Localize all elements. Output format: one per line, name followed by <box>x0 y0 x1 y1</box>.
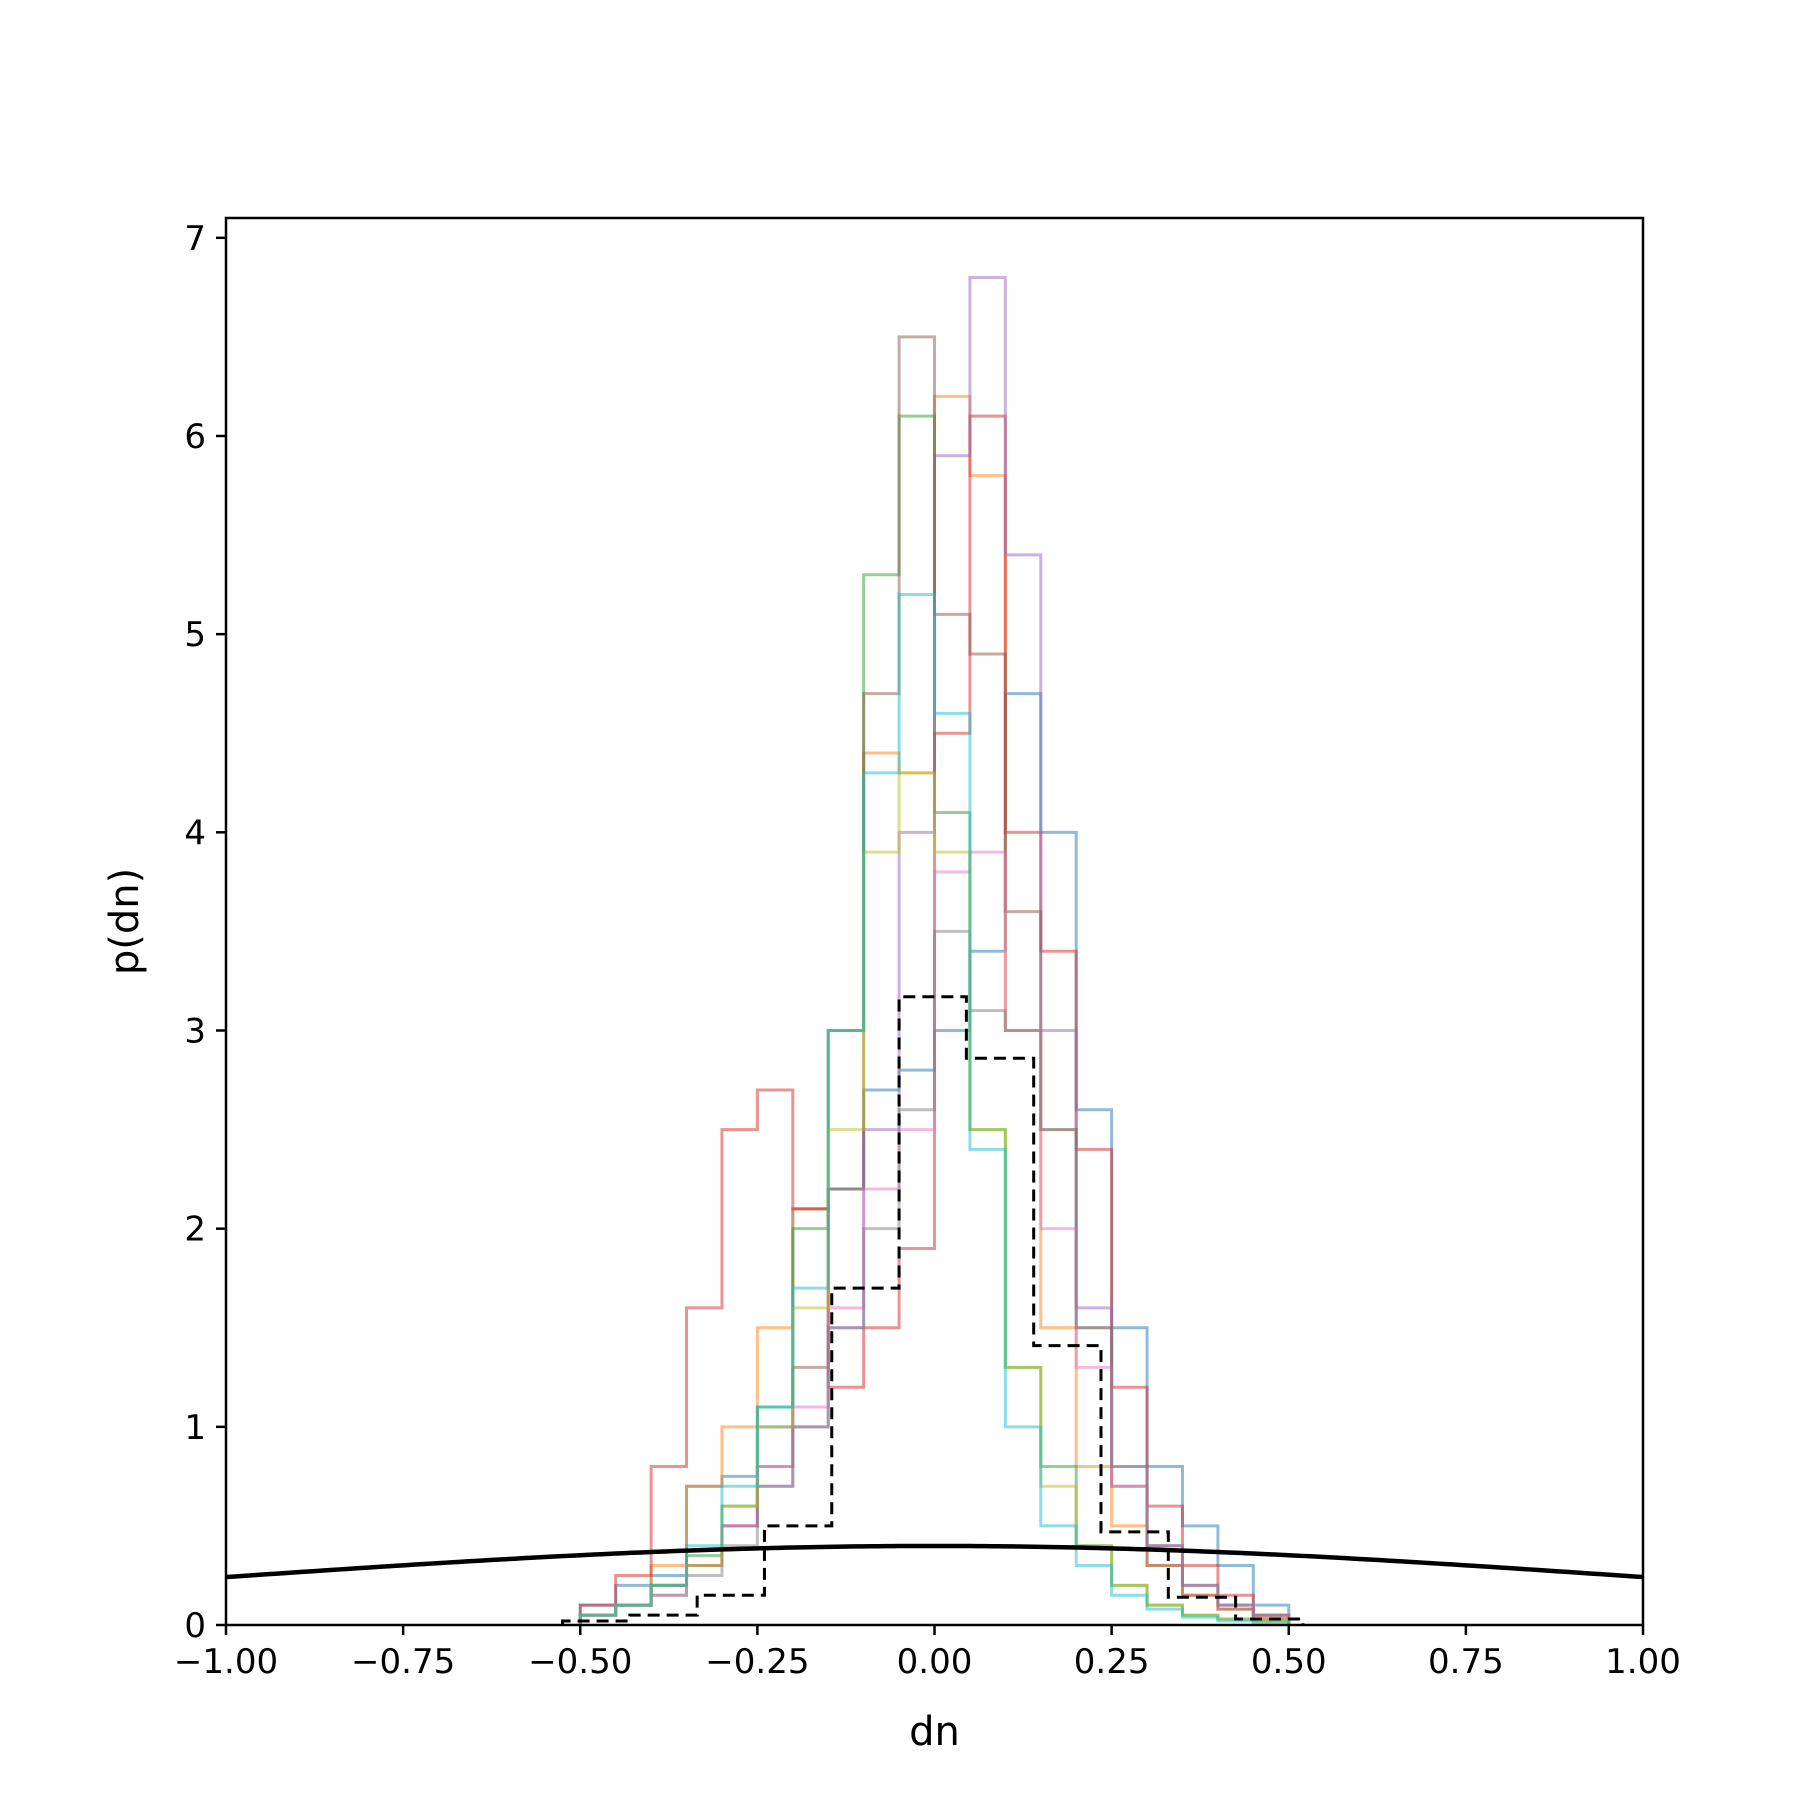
x-tick-label: −0.50 <box>528 1642 632 1682</box>
prior-curve <box>226 1543 1643 1580</box>
y-tick-label: 7 <box>184 219 206 259</box>
y-tick-label: 6 <box>184 417 206 457</box>
x-tick-label: −0.75 <box>351 1642 455 1682</box>
y-tick-label: 3 <box>184 1011 206 1051</box>
y-tick-label: 5 <box>184 615 206 655</box>
x-tick-label: −0.25 <box>705 1642 809 1682</box>
aggregate-histogram <box>561 995 1305 1625</box>
x-tick-label: 0.50 <box>1251 1642 1327 1682</box>
plot-area <box>226 275 1643 1625</box>
y-tick-label: 4 <box>184 813 206 853</box>
x-axis-ticks: −1.00 −0.75 −0.50 −0.25 0.00 0.25 0.50 0.75 1.00 <box>174 1625 1681 1682</box>
y-tick-label: 1 <box>184 1408 206 1448</box>
x-tick-label: 1.00 <box>1605 1642 1681 1682</box>
x-tick-label: 0.75 <box>1428 1642 1504 1682</box>
x-tick-label: −1.00 <box>174 1642 278 1682</box>
x-tick-label: 0.25 <box>1074 1642 1150 1682</box>
y-tick-label: 0 <box>184 1606 206 1646</box>
y-axis-label: p(dn) <box>102 868 148 975</box>
y-axis-ticks: 0 1 2 3 4 5 6 7 <box>184 219 226 1646</box>
x-tick-label: 0.00 <box>897 1642 973 1682</box>
x-axis-label: dn <box>909 1709 960 1755</box>
y-tick-label: 2 <box>184 1210 206 1250</box>
